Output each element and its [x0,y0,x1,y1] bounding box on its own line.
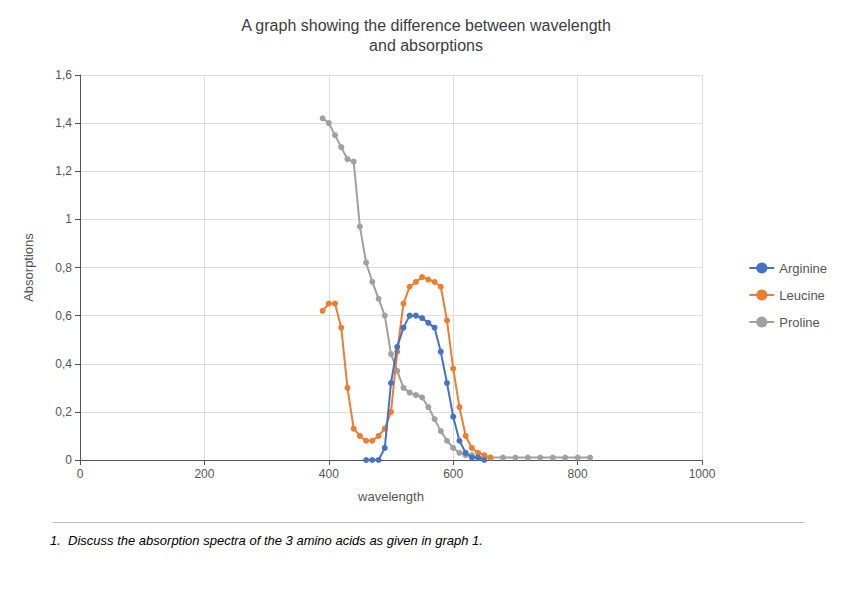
svg-text:0,8: 0,8 [55,261,72,275]
svg-text:0,2: 0,2 [55,405,72,419]
svg-text:0: 0 [77,467,84,481]
svg-text:1: 1 [65,212,72,226]
svg-text:1. Discuss the absorption spe: 1. Discuss the absorption spectra of the… [50,533,483,548]
svg-text:Proline: Proline [779,315,819,330]
svg-text:0: 0 [65,453,72,467]
svg-text:800: 800 [568,467,588,481]
svg-text:Leucine: Leucine [779,288,825,303]
svg-text:1000: 1000 [689,467,716,481]
svg-text:0,4: 0,4 [55,357,72,371]
svg-text:and absorptions: and absorptions [369,37,483,54]
svg-text:A graph showing the difference: A graph showing the difference between w… [241,17,611,34]
svg-text:600: 600 [443,467,463,481]
svg-text:400: 400 [319,467,339,481]
svg-text:1,4: 1,4 [55,116,72,130]
svg-text:1,6: 1,6 [55,68,72,82]
svg-text:Absorptions: Absorptions [21,233,36,302]
svg-text:wavelength: wavelength [357,489,424,504]
svg-text:1,2: 1,2 [55,164,72,178]
svg-text:Arginine: Arginine [779,261,827,276]
svg-text:0,6: 0,6 [55,309,72,323]
svg-text:200: 200 [194,467,214,481]
